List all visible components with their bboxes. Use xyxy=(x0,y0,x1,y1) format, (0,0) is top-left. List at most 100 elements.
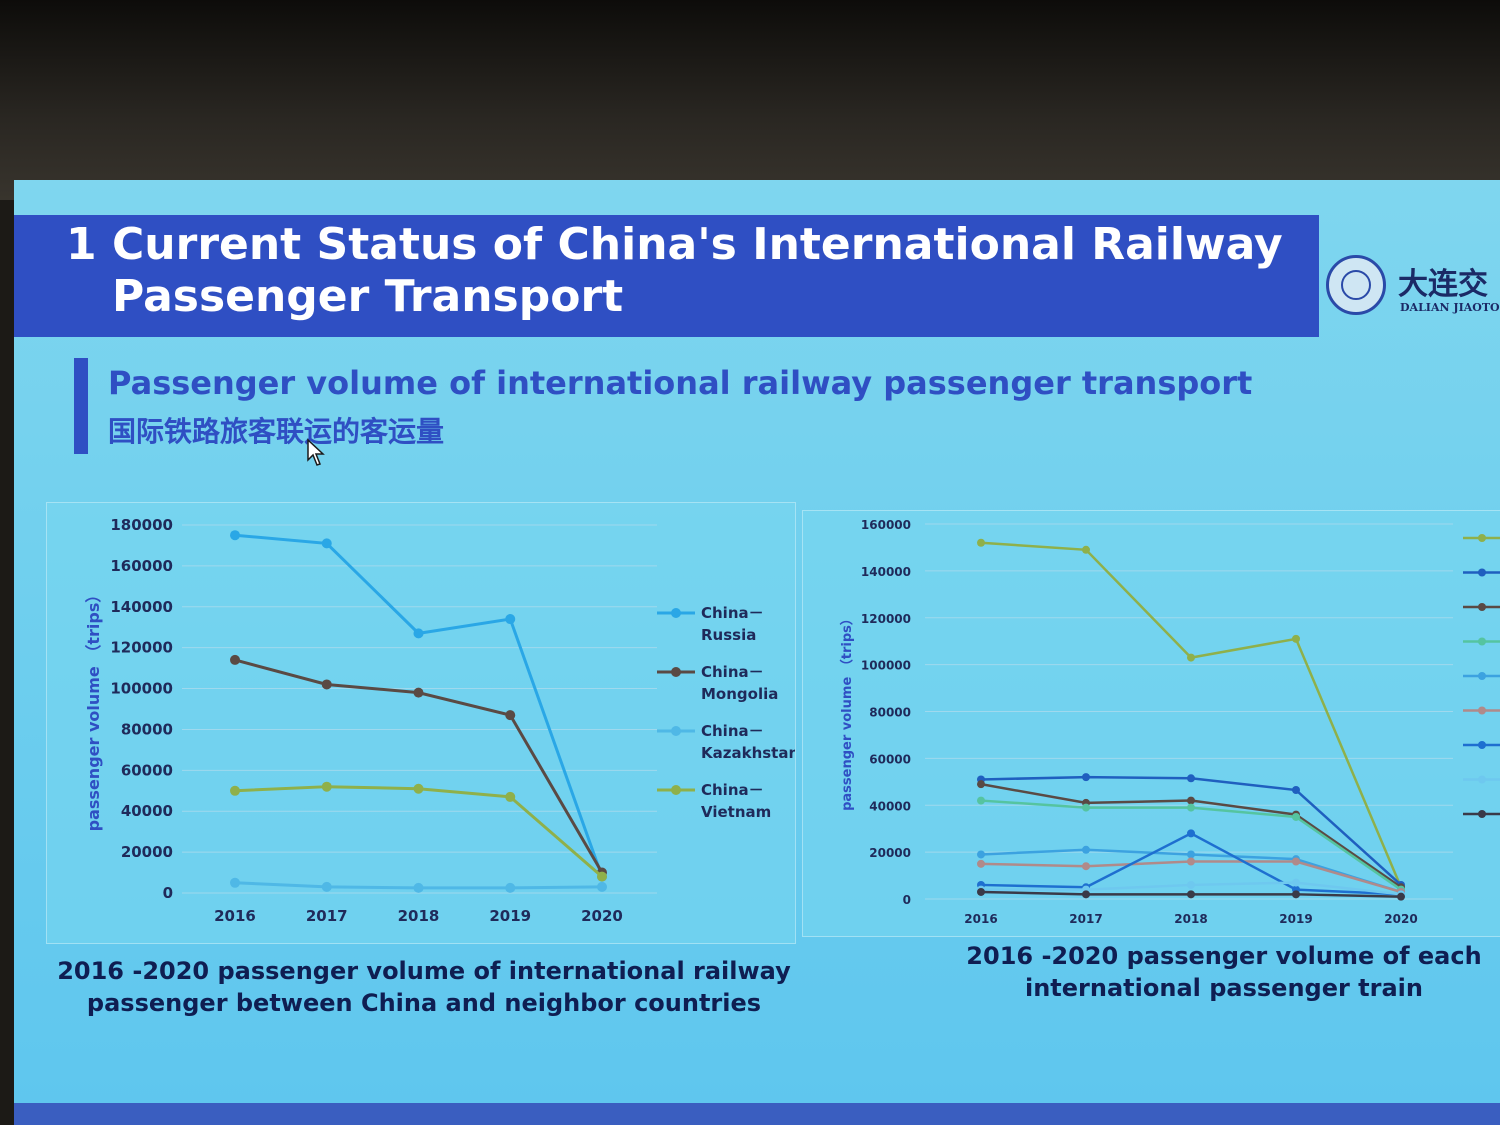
x-tick-label: 2016 xyxy=(214,907,256,925)
section-title-chinese: 国际铁路旅客联运的客运量 xyxy=(108,415,445,448)
x-tick-label: 2016 xyxy=(964,912,997,926)
presentation-slide: 1 Current Status of China's International… xyxy=(14,180,1500,1125)
data-point xyxy=(230,785,240,796)
data-point xyxy=(1292,878,1300,887)
legend-marker xyxy=(1478,534,1486,542)
legend-marker xyxy=(1478,672,1486,680)
y-tick-label: 0 xyxy=(903,893,911,907)
data-point xyxy=(321,881,332,892)
slide-bottom-bar xyxy=(14,1103,1500,1125)
legend-label: Mongolia xyxy=(701,685,778,703)
data-point xyxy=(230,877,240,888)
slide-title-line1: Current Status of China's International … xyxy=(112,219,1283,270)
legend-label: China－ xyxy=(701,722,764,740)
data-point xyxy=(597,871,607,882)
data-point xyxy=(597,881,607,892)
data-point xyxy=(1082,845,1090,854)
legend-label: Kazakhstan xyxy=(701,744,795,762)
section-accent-bar xyxy=(74,358,88,454)
mouse-cursor-icon xyxy=(307,438,325,466)
data-point xyxy=(1292,812,1300,821)
x-tick-label: 2019 xyxy=(1279,912,1312,926)
chart-caption-trains: 2016 -2020 passenger volume of each inte… xyxy=(966,942,1482,1002)
y-tick-label: 40000 xyxy=(121,802,173,820)
legend-marker xyxy=(671,608,681,618)
data-point xyxy=(1187,653,1195,662)
data-point xyxy=(977,780,985,789)
legend-marker xyxy=(671,726,681,736)
legend-label: Russia xyxy=(701,626,756,644)
data-point xyxy=(1187,803,1195,812)
data-point xyxy=(1187,796,1195,805)
y-tick-label: 140000 xyxy=(861,565,911,579)
x-tick-label: 2018 xyxy=(1174,912,1207,926)
chart-panel-trains: 160000 140000 120000 100000 80000 60000 40000 2… xyxy=(802,510,1500,937)
title-bar: 1 Current Status of China's International… xyxy=(14,215,1319,337)
x-tick-label: 2019 xyxy=(489,907,531,925)
y-tick-label: 100000 xyxy=(110,680,173,698)
chart-caption-countries: 2016 -2020 passenger volume of internati… xyxy=(57,957,791,1017)
x-tick-label: 2017 xyxy=(1069,912,1102,926)
legend-label: China－ xyxy=(701,604,764,622)
legend-marker xyxy=(1478,706,1486,715)
y-tick-label: 20000 xyxy=(869,846,911,860)
data-point xyxy=(1082,890,1090,899)
section-heading: Passenger volume of international railwa… xyxy=(74,358,1274,458)
data-point xyxy=(977,538,985,547)
y-tick-label: 80000 xyxy=(121,720,173,738)
y-tick-label: 160000 xyxy=(861,518,911,532)
x-tick-label: 2018 xyxy=(398,907,440,925)
data-point xyxy=(1187,857,1195,866)
chart-panel-countries: 180000 160000 140000 120000 100000 80000 60000… xyxy=(46,502,799,944)
y-tick-label: 80000 xyxy=(869,706,911,720)
y-axis-label: passenger volume （trips） xyxy=(84,587,103,832)
data-point xyxy=(1187,880,1195,889)
data-point xyxy=(413,882,424,893)
university-seal-icon xyxy=(1326,255,1386,315)
legend-marker xyxy=(671,667,681,677)
legend-label: Vietnam xyxy=(701,803,771,821)
data-point xyxy=(1187,890,1195,899)
legend-marker xyxy=(1478,810,1486,818)
room-background xyxy=(0,0,1500,200)
series-line xyxy=(980,799,1402,891)
slide-title: 1 Current Status of China's International… xyxy=(66,219,1306,323)
data-point xyxy=(321,781,332,792)
section-title-english: Passenger volume of international railwa… xyxy=(108,364,1253,402)
x-tick-label: 2017 xyxy=(306,907,348,925)
data-point xyxy=(1082,773,1090,782)
data-point xyxy=(1082,803,1090,812)
x-tick-label: 2020 xyxy=(581,907,623,925)
university-logo: 大连交 DALIAN JIAOTO xyxy=(1326,255,1500,325)
data-point xyxy=(1187,829,1195,838)
data-point xyxy=(1292,634,1300,643)
data-point xyxy=(1292,857,1300,866)
legend-label: China－ xyxy=(701,663,764,681)
data-point xyxy=(1187,850,1195,859)
y-tick-label: 100000 xyxy=(861,659,911,673)
y-tick-label: 120000 xyxy=(861,612,911,626)
data-point xyxy=(413,628,424,639)
data-point xyxy=(413,687,424,698)
slide-title-line2: Passenger Transport xyxy=(112,271,624,322)
data-point xyxy=(230,530,240,541)
data-point xyxy=(505,614,516,625)
data-point xyxy=(1187,774,1195,783)
line-chart-countries: 180000 160000 140000 120000 100000 80000 60000… xyxy=(84,516,799,925)
y-tick-label: 160000 xyxy=(110,557,173,575)
series-line xyxy=(234,785,603,878)
data-point xyxy=(977,850,985,859)
data-point xyxy=(505,791,516,802)
y-tick-label: 20000 xyxy=(121,843,173,861)
data-point xyxy=(505,710,516,721)
data-point xyxy=(1082,545,1090,554)
series-line xyxy=(234,533,604,878)
legend-marker xyxy=(1478,775,1486,784)
line-chart-trains: 160000 140000 120000 100000 80000 60000 40000 2… xyxy=(839,518,1500,926)
legend-marker xyxy=(671,785,681,795)
legend-marker xyxy=(1478,741,1486,749)
x-tick-label: 2020 xyxy=(1384,912,1417,926)
legend-marker xyxy=(1478,568,1486,577)
logo-english-name: DALIAN JIAOTO xyxy=(1400,301,1500,314)
data-point xyxy=(505,882,516,893)
